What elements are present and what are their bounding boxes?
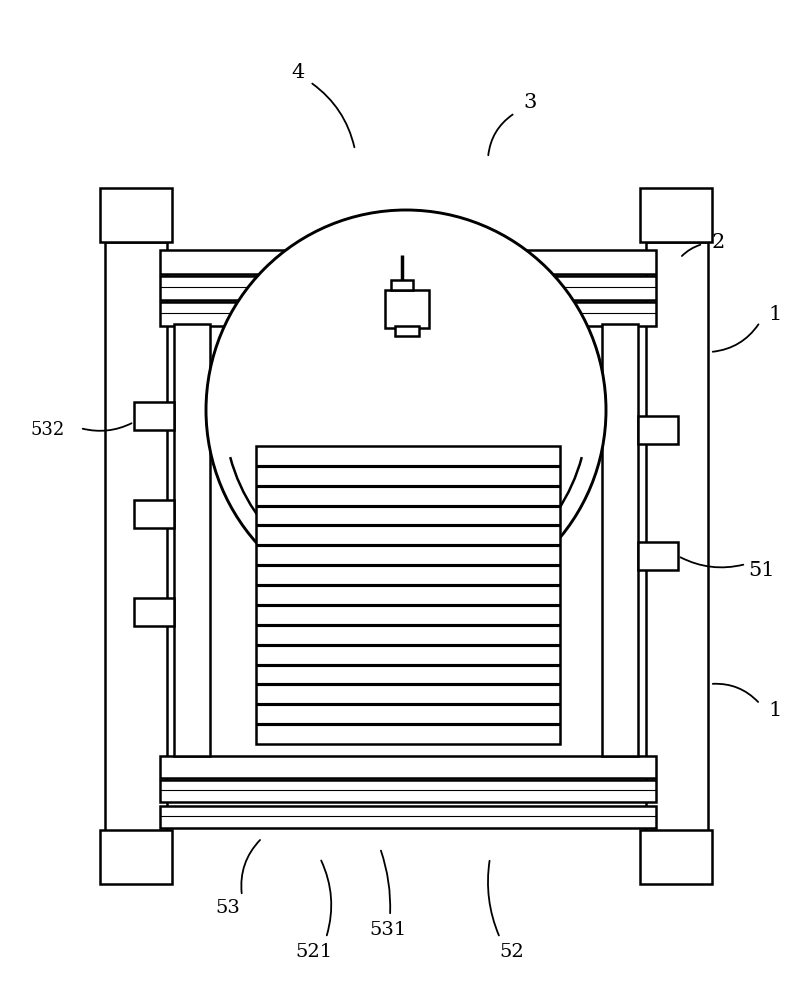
Bar [174, 324, 210, 756]
Text: 53: 53 [215, 899, 240, 917]
Text: 3: 3 [522, 93, 536, 112]
Text: 2: 2 [710, 232, 723, 251]
Bar [100, 188, 172, 242]
Bar [639, 830, 711, 884]
Bar [639, 188, 711, 242]
Bar [160, 276, 655, 300]
Bar [391, 280, 413, 290]
Bar [160, 756, 655, 778]
Text: 1: 1 [767, 306, 781, 324]
Bar [637, 416, 677, 444]
Bar [601, 324, 637, 756]
Bar [134, 500, 174, 528]
Text: 532: 532 [31, 421, 65, 439]
Text: 4: 4 [291, 63, 304, 82]
Text: 521: 521 [295, 943, 333, 961]
Bar [134, 598, 174, 626]
Text: 1: 1 [767, 700, 781, 719]
Bar [134, 402, 174, 430]
Text: 52: 52 [499, 943, 524, 961]
Bar [160, 250, 655, 274]
Bar [394, 326, 418, 336]
Bar [160, 302, 655, 326]
Bar [637, 542, 677, 570]
Text: 531: 531 [369, 921, 406, 939]
Bar [160, 780, 655, 802]
Circle shape [206, 210, 605, 610]
Bar [100, 830, 172, 884]
Bar [105, 242, 167, 852]
Bar [384, 290, 428, 328]
Bar [255, 446, 560, 744]
Bar [160, 806, 655, 828]
Bar [646, 242, 707, 852]
Text: 51: 51 [748, 560, 775, 580]
